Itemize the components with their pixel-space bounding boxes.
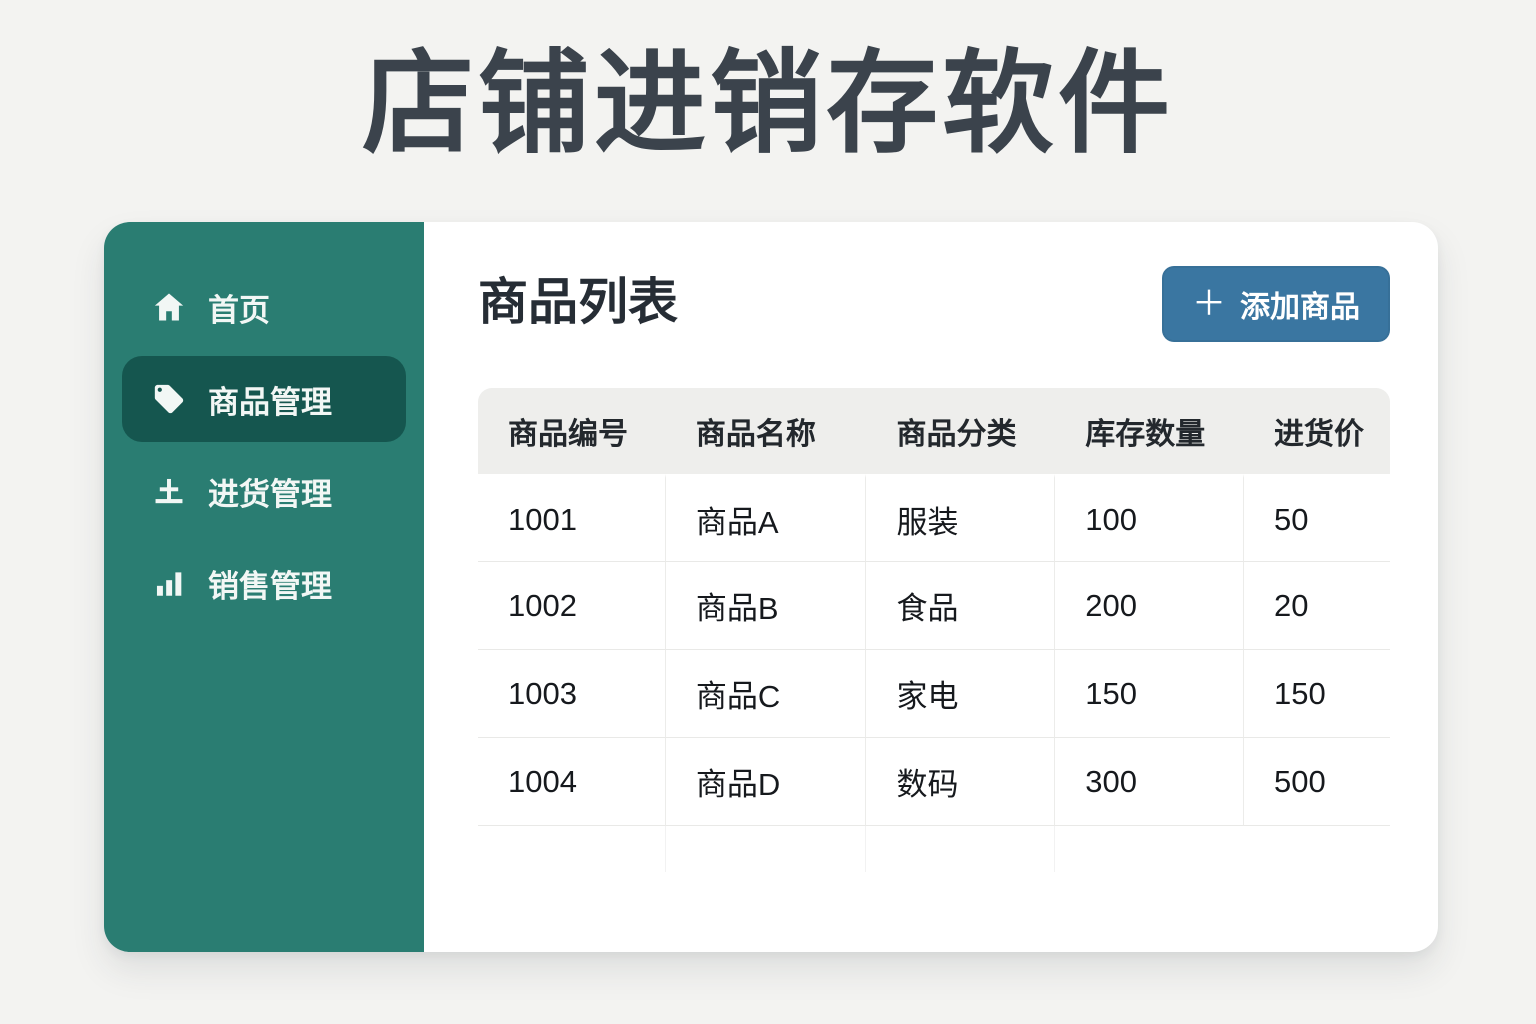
sidebar: 首页 商品管理 进货管理 销售管理 (104, 222, 424, 952)
cell-product-name: 商品C (665, 650, 867, 738)
cell-purchase-price: 20 (1244, 562, 1390, 650)
home-icon (154, 293, 184, 321)
bar-chart-icon (156, 572, 182, 596)
cell-category: 数码 (866, 738, 1056, 826)
cell-product-id: 1003 (478, 650, 666, 738)
table-row: 1003 商品C 家电 150 150 (478, 650, 1390, 738)
column-header-stock-qty: 库存数量 (1055, 388, 1245, 474)
main-content: 商品列表 ＋ 添加商品 商品编号 商品名称 商品分类 库存数量 进货价 (424, 222, 1438, 952)
cell-product-name: 商品D (665, 738, 867, 826)
table-body: 1001 商品A 服装 100 50 1002 商品B 食品 200 20 (478, 474, 1390, 872)
table-header-row: 商品编号 商品名称 商品分类 库存数量 进货价 (478, 388, 1390, 474)
sidebar-item-sales[interactable]: 销售管理 (122, 540, 406, 626)
import-icon (155, 478, 183, 504)
column-header-product-name: 商品名称 (665, 388, 867, 474)
cell-category: 食品 (866, 562, 1056, 650)
cell-product-name: 商品B (665, 562, 867, 650)
cell-product-id: 1001 (478, 474, 666, 562)
column-header-product-id: 商品编号 (478, 388, 666, 474)
column-header-purchase-price: 进货价 (1244, 388, 1390, 474)
sidebar-item-label: 首页 (208, 292, 270, 328)
cell-product-name: 商品A (665, 474, 867, 562)
sidebar-item-products[interactable]: 商品管理 (122, 356, 406, 442)
tag-icon (154, 384, 184, 414)
section-title: 商品列表 (478, 274, 678, 330)
sidebar-item-label: 商品管理 (208, 384, 332, 420)
product-table: 商品编号 商品名称 商品分类 库存数量 进货价 1001 商品A 服装 100 … (478, 388, 1390, 872)
cell-purchase-price: 150 (1244, 650, 1390, 738)
table-ghost-row (478, 826, 1390, 872)
add-product-button[interactable]: ＋ 添加商品 (1162, 266, 1390, 342)
page-title: 店铺进销存软件 (362, 41, 1174, 166)
product-table-container: 商品编号 商品名称 商品分类 库存数量 进货价 1001 商品A 服装 100 … (478, 388, 1390, 872)
table-row: 1002 商品B 食品 200 20 (478, 562, 1390, 650)
cell-category: 服装 (866, 474, 1056, 562)
cell-purchase-price: 50 (1244, 474, 1390, 562)
app-card: 首页 商品管理 进货管理 销售管理 (104, 222, 1438, 952)
add-product-button-label: 添加商品 (1240, 291, 1360, 324)
sidebar-item-label: 销售管理 (208, 568, 332, 604)
cell-stock-qty: 300 (1055, 738, 1245, 826)
table-row: 1001 商品A 服装 100 50 (478, 474, 1390, 562)
sidebar-item-purchases[interactable]: 进货管理 (122, 448, 406, 534)
sidebar-item-home[interactable]: 首页 (122, 264, 406, 350)
table-header: 商品编号 商品名称 商品分类 库存数量 进货价 (478, 388, 1390, 474)
cell-product-id: 1002 (478, 562, 666, 650)
column-header-category: 商品分类 (866, 388, 1056, 474)
cell-stock-qty: 100 (1055, 474, 1245, 562)
plus-icon: ＋ (1192, 285, 1226, 323)
cell-product-id: 1004 (478, 738, 666, 826)
cell-stock-qty: 200 (1055, 562, 1245, 650)
cell-stock-qty: 150 (1055, 650, 1245, 738)
table-row: 1004 商品D 数码 300 500 (478, 738, 1390, 826)
main-header: 商品列表 ＋ 添加商品 (478, 266, 1390, 342)
sidebar-item-label: 进货管理 (208, 476, 332, 512)
cell-purchase-price: 500 (1244, 738, 1390, 826)
cell-category: 家电 (866, 650, 1056, 738)
